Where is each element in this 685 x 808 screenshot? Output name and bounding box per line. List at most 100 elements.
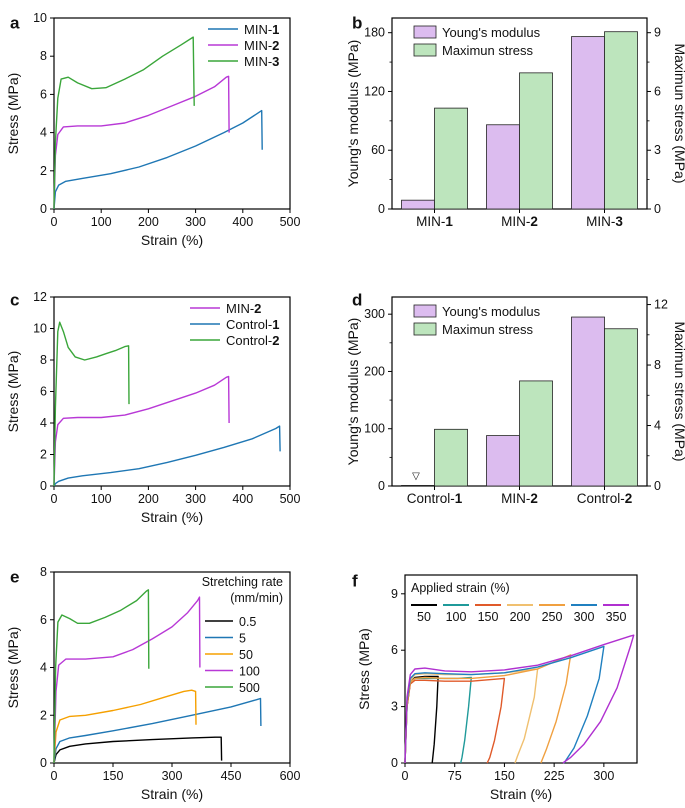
series-line-2 (53, 36, 195, 210)
plot-frame (53, 17, 291, 210)
x-tick-label: 100 (91, 215, 112, 229)
y-tick-label: 6 (391, 643, 398, 657)
series-line-5 (404, 645, 605, 764)
bar-stress-2 (604, 31, 638, 210)
label-part: 1 (272, 317, 279, 332)
panel-letter: b (352, 13, 362, 32)
y-tick-label: 6 (40, 385, 47, 399)
bar-modulus-2 (571, 36, 605, 210)
y-tick-label: 0 (40, 479, 47, 493)
y-tick-label: 8 (40, 49, 47, 63)
series-line-2 (53, 689, 197, 764)
y-tick-label: 6 (40, 87, 47, 101)
x-tick-label: 225 (544, 769, 565, 783)
y-tick-label: 6 (40, 613, 47, 627)
x-axis-label: Strain (%) (141, 786, 203, 802)
legend-label: MIN-2 (226, 301, 261, 316)
label-part: 2 (272, 38, 279, 53)
y2-tick-label: 9 (654, 26, 661, 40)
y-axis-label: Young's modulus (MPa) (345, 318, 361, 466)
panel-letter: f (352, 571, 358, 590)
panel-letter: d (352, 290, 362, 309)
y-tick-label: 2 (40, 448, 47, 462)
series-line-6 (404, 634, 635, 764)
y2-tick-label: 3 (654, 143, 661, 157)
category-label: MIN-2 (501, 214, 538, 229)
legend-title: Applied strain (%) (411, 581, 510, 595)
legend-swatch (413, 322, 437, 336)
label-part: 1 (445, 214, 453, 229)
legend-label: 100 (239, 665, 260, 679)
legend-label: 5 (239, 632, 246, 646)
x-axis-label: Strain (%) (141, 509, 203, 525)
y2-tick-label: 0 (654, 202, 661, 216)
legend-label: 500 (239, 681, 260, 695)
small-value-marker: ▽ (412, 471, 420, 482)
legend-label: 350 (606, 610, 627, 624)
x-tick-label: 100 (91, 492, 112, 506)
legend-title: (mm/min) (230, 591, 283, 605)
y-tick-label: 2 (40, 708, 47, 722)
x-tick-label: 150 (494, 769, 515, 783)
bar-modulus-1 (486, 124, 520, 210)
x-tick-label: 300 (593, 769, 614, 783)
y-tick-label: 0 (378, 479, 385, 493)
panel-e: e 0 150 300 450 600 0 2 4 6 8 Strain (%) Stress (MPa… (5, 565, 300, 802)
panel-letter: c (10, 290, 19, 309)
x-tick-label: 75 (448, 769, 462, 783)
x-tick-label: 150 (103, 769, 124, 783)
x-tick-label: 0 (51, 215, 58, 229)
category-label: Control-1 (407, 491, 463, 506)
label-part: 2 (625, 491, 633, 506)
y-tick-label: 8 (40, 353, 47, 367)
label-part: 2 (254, 301, 261, 316)
x-tick-label: 500 (280, 215, 301, 229)
bar-stress-1 (519, 72, 553, 210)
x-tick-label: 300 (185, 492, 206, 506)
x-tick-label: 450 (221, 769, 242, 783)
legend-label: Maximun stress (442, 43, 534, 58)
legend-label: 150 (478, 610, 499, 624)
panel-f: f 0 75 150 225 300 0 3 6 9 Strain (%) Stress (MPa) A… (352, 571, 638, 802)
x-tick-label: 0 (51, 492, 58, 506)
x-tick-label: 0 (402, 769, 409, 783)
series-line-1 (53, 697, 262, 764)
y-axis-label: Young's modulus (MPa) (345, 40, 361, 188)
legend-label: MIN-1 (244, 22, 279, 37)
series-line-2 (53, 321, 130, 487)
series-line-0 (53, 736, 223, 764)
y-tick-label: 4 (40, 661, 47, 675)
y-tick-label: 300 (364, 307, 385, 321)
legend-title: Stretching rate (202, 575, 283, 589)
y-tick-label: 180 (364, 26, 385, 40)
y-tick-label: 0 (40, 756, 47, 770)
bar-stress-2 (604, 328, 638, 487)
x-tick-label: 600 (280, 769, 301, 783)
label-part: 2 (530, 214, 538, 229)
series-line-1 (53, 425, 281, 487)
legend-label: 50 (239, 648, 253, 662)
x-axis-label: Strain (%) (141, 232, 203, 248)
legend-label: 250 (542, 610, 563, 624)
x-tick-label: 200 (138, 215, 159, 229)
y-axis-label: Stress (MPa) (5, 73, 21, 155)
bar-stress-0 (434, 428, 468, 487)
label-part: 3 (272, 54, 279, 69)
panel-letter: a (10, 13, 20, 32)
bar-stress-0 (434, 107, 468, 210)
y2-axis-label: Maximun stress (MPa) (672, 43, 685, 183)
legend-label: 0.5 (239, 615, 256, 629)
legend-label: 300 (574, 610, 595, 624)
y2-tick-label: 12 (654, 298, 668, 312)
bar-modulus-1 (486, 435, 520, 487)
bar-modulus-0 (401, 199, 435, 210)
label-part: MIN- (416, 214, 445, 229)
bar-modulus-0 (401, 485, 435, 487)
series-line-1 (53, 75, 230, 210)
x-tick-label: 400 (232, 215, 253, 229)
y-tick-label: 9 (391, 587, 398, 601)
y-tick-label: 4 (40, 416, 47, 430)
